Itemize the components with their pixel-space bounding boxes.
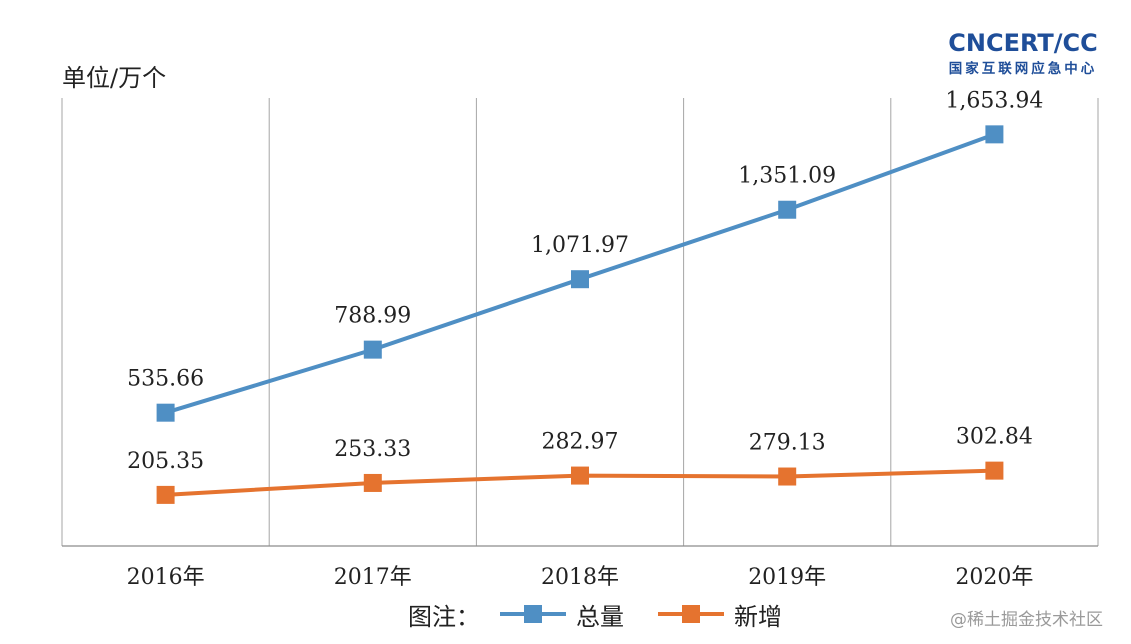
axis-layer: 2016年 2017年 2018年 2019年 2020年 (62, 545, 1098, 590)
legend-item-new: 新增 (658, 597, 782, 632)
x-tick-label: 2016年 (127, 565, 205, 590)
watermark-text: @稀土掘金技术社区 (950, 610, 1103, 630)
x-tick-label: 2018年 (541, 565, 619, 590)
legend-swatch-total (500, 604, 566, 624)
data-point-marker (985, 125, 1004, 144)
data-point-marker (778, 467, 797, 486)
logo-sub-text: 国家互联网应急中心 (948, 61, 1098, 77)
logo-main-text: CNCERT/CC (948, 29, 1098, 57)
data-label: 1,071.97 (531, 233, 629, 258)
chart-legend: 图注： 总量 新增 (408, 596, 782, 632)
data-point-marker (985, 461, 1004, 480)
cncert-logo: CNCERT/CC 国家互联网应急中心 (938, 30, 1108, 77)
x-tick-label: 2020年 (955, 565, 1033, 590)
series-layer (156, 125, 1004, 504)
data-label: 535.66 (127, 367, 204, 392)
data-point-marker (363, 473, 382, 492)
x-tick-label: 2019年 (748, 565, 826, 590)
legend-item-total: 总量 (500, 597, 624, 632)
legend-swatch-new (658, 604, 724, 624)
data-label: 253.33 (334, 437, 411, 462)
data-point-marker (778, 200, 797, 219)
data-label: 205.35 (127, 449, 204, 474)
y-unit-label: 单位/万个 (62, 64, 167, 92)
legend-title: 图注： (408, 602, 480, 631)
x-tick-label: 2017年 (334, 565, 412, 590)
data-label: 1,653.94 (945, 88, 1043, 113)
data-label: 302.84 (956, 425, 1033, 450)
data-label: 279.13 (749, 431, 826, 456)
data-point-marker (571, 270, 589, 289)
legend-label-total: 总量 (576, 602, 624, 631)
data-point-marker (571, 466, 589, 485)
label-layer: 535.66 788.99 1,071.97 1,351.09 1,653.94 205.… (127, 88, 1043, 474)
legend-label-new: 新增 (734, 602, 782, 631)
data-label: 1,351.09 (738, 164, 836, 189)
data-point-marker (156, 403, 175, 422)
data-point-marker (363, 340, 382, 359)
data-label: 282.97 (542, 430, 619, 455)
data-label: 788.99 (334, 304, 411, 329)
data-point-marker (156, 485, 175, 504)
